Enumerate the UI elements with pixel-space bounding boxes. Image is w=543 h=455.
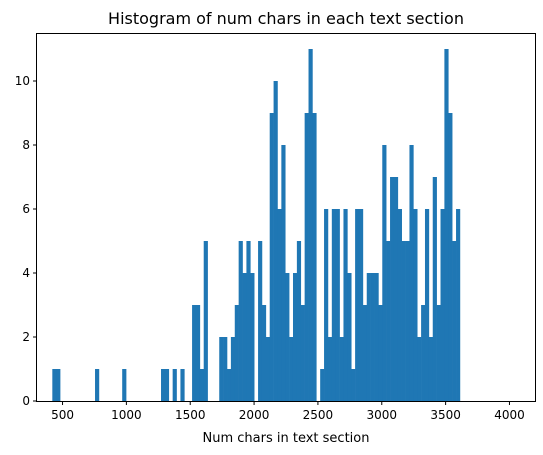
- histogram-bar: [320, 369, 325, 401]
- histogram-bar: [366, 273, 371, 401]
- histogram-bar: [269, 113, 274, 401]
- y-tick-label: 8: [22, 138, 30, 152]
- histogram-bar: [355, 209, 360, 401]
- histogram-bar: [444, 49, 449, 401]
- histogram-bar: [390, 177, 395, 401]
- histogram-bar: [281, 145, 286, 401]
- histogram-bar: [374, 273, 379, 401]
- histogram-bar: [258, 241, 263, 401]
- histogram-bar: [192, 305, 197, 401]
- histogram-bar: [312, 113, 317, 401]
- histogram-bar: [358, 209, 364, 401]
- x-tick-label: 1500: [175, 408, 206, 422]
- histogram-bar: [219, 337, 224, 401]
- histogram-bar: [292, 273, 298, 401]
- histogram-bar: [401, 241, 406, 401]
- plot-frame: [36, 33, 536, 402]
- histogram-bar: [417, 337, 422, 401]
- histogram-bar: [296, 241, 302, 401]
- y-tick-label: 0: [22, 394, 30, 408]
- histogram-bar: [421, 305, 426, 401]
- histogram-bar: [246, 241, 251, 401]
- x-tick-label: 2500: [303, 408, 334, 422]
- histogram-bar: [424, 209, 430, 401]
- histogram-bar: [456, 209, 461, 401]
- histogram-bar: [95, 369, 100, 401]
- histogram-bar: [161, 369, 166, 401]
- histogram-bar: [285, 273, 290, 401]
- y-tick-label: 10: [15, 74, 30, 88]
- chart-title: Histogram of num chars in each text sect…: [108, 9, 464, 28]
- histogram-bar: [250, 273, 255, 401]
- histogram-bar: [339, 337, 344, 401]
- histogram-bar: [448, 113, 453, 401]
- histogram-bar: [440, 209, 445, 401]
- histogram-bar: [56, 369, 61, 401]
- histogram-bar: [382, 145, 387, 401]
- histogram-bar: [409, 145, 414, 401]
- histogram-bar: [242, 273, 247, 401]
- histogram-bar: [52, 369, 57, 401]
- histogram-bar: [324, 209, 329, 401]
- bars-group: [52, 49, 461, 401]
- histogram-bar: [223, 337, 228, 401]
- histogram-bar: [405, 241, 410, 401]
- x-tick-label: 4000: [494, 408, 525, 422]
- histogram-bar: [273, 81, 278, 401]
- histogram-bar: [203, 241, 208, 401]
- histogram-bar: [304, 113, 309, 401]
- y-tick-label: 4: [22, 266, 30, 280]
- histogram-bar: [308, 49, 313, 401]
- histogram-bar: [343, 209, 348, 401]
- x-tick-label: 3000: [366, 408, 397, 422]
- histogram-bar: [452, 241, 457, 401]
- y-tick-label: 6: [22, 202, 30, 216]
- x-axis-ticks: 500 1000 1500 2000 2500 3000 3500 4000: [51, 401, 525, 422]
- histogram-bar: [300, 305, 305, 401]
- x-tick-label: 2000: [239, 408, 270, 422]
- histogram-bar: [335, 209, 340, 401]
- histogram-bar: [164, 369, 170, 401]
- x-tick-label: 3500: [430, 408, 461, 422]
- histogram-bar: [234, 305, 239, 401]
- histogram-bar: [172, 369, 177, 401]
- histogram-bar: [199, 369, 205, 401]
- histogram-bar: [265, 337, 271, 401]
- histogram-bar: [386, 241, 391, 401]
- x-tick-label: 500: [51, 408, 74, 422]
- histogram-bar: [428, 337, 434, 401]
- histogram-bar: [397, 209, 402, 401]
- histogram-bar: [122, 369, 127, 401]
- histogram-bar: [331, 209, 336, 401]
- histogram-bar: [370, 273, 375, 401]
- histogram-bar: [289, 337, 294, 401]
- histogram-bar: [413, 209, 418, 401]
- histogram-bar: [378, 305, 383, 401]
- histogram-bar: [351, 369, 356, 401]
- y-tick-label: 2: [22, 330, 30, 344]
- histogram-bar: [327, 337, 333, 401]
- histogram-bar: [180, 369, 185, 401]
- histogram-bar: [277, 209, 282, 401]
- histogram-bar: [436, 305, 441, 401]
- histogram-bar: [195, 305, 201, 401]
- histogram-bar: [230, 337, 236, 401]
- x-tick-label: 1000: [111, 408, 142, 422]
- histogram-bar: [393, 177, 399, 401]
- y-axis-ticks: 0 2 4 6 8 10: [15, 74, 37, 408]
- histogram-bar: [261, 305, 267, 401]
- histogram-bar: [227, 369, 232, 401]
- histogram-bar: [238, 241, 243, 401]
- histogram-bar: [362, 305, 368, 401]
- histogram-bar: [432, 177, 437, 401]
- x-axis-label: Num chars in text section: [203, 431, 370, 446]
- histogram-bar: [347, 273, 352, 401]
